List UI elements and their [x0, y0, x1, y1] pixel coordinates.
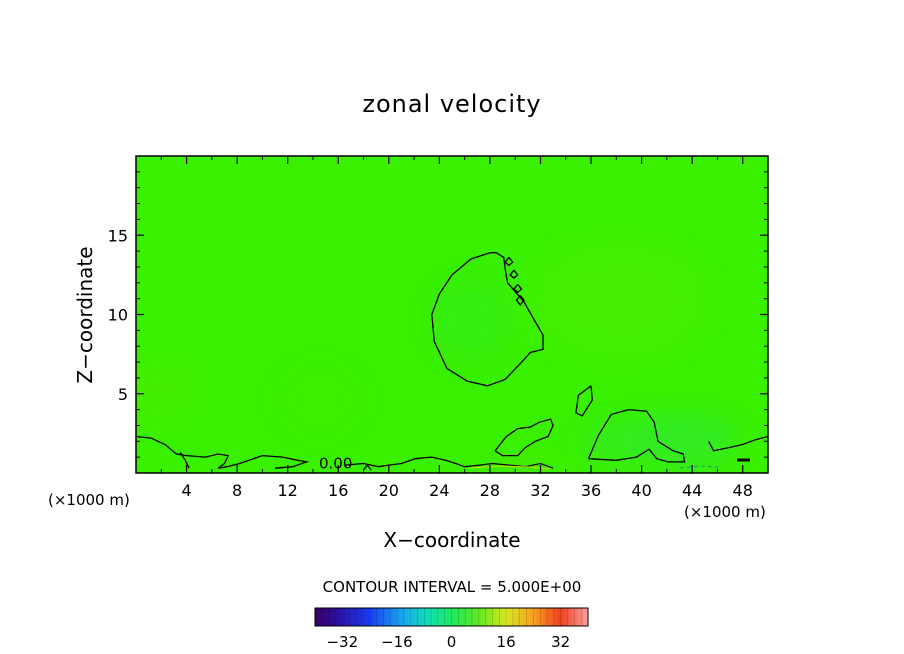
y-tick-label: 5	[118, 385, 128, 404]
y-tick-label: 15	[108, 226, 128, 245]
x-tick-label: 36	[581, 481, 601, 500]
contour-left-edge	[136, 435, 310, 469]
colorbar-tick-label: 32	[551, 633, 570, 651]
contour-small-circle-1	[504, 256, 514, 267]
x-tick-label: 8	[232, 481, 242, 500]
x-unit-left: (×1000 m)	[48, 491, 130, 509]
colorbar: −32 −16 0 16 32	[314, 607, 589, 651]
chart-title: zonal velocity	[362, 90, 541, 118]
x-tick-label: 4	[181, 481, 191, 500]
contour-low-wave-2	[587, 408, 686, 463]
contour-small-circle-3	[512, 283, 523, 294]
x-axis-label: X−coordinate	[383, 528, 520, 552]
contour-label: 0.00	[319, 454, 352, 472]
colorbar-tick-label: −32	[326, 633, 358, 651]
contour-small-circle-2	[509, 269, 519, 279]
colorbar-gradient	[315, 608, 588, 626]
colorbar-tick-label: −16	[381, 633, 413, 651]
x-tick-label: 12	[278, 481, 298, 500]
contour-upper-blob	[431, 252, 544, 387]
colorbar-ticks: −32 −16 0 16 32	[326, 633, 570, 651]
colorbar-tick-label: 16	[497, 633, 516, 651]
x-tick-label: 40	[631, 481, 651, 500]
contour-low-wave-1	[494, 418, 554, 457]
y-axis-label: Z−coordinate	[73, 246, 97, 383]
x-axis-ticks: 4 8 12 16 20 24 28 32 36 40 44 48	[160, 156, 753, 500]
contour-mid-blob	[575, 385, 593, 417]
colorbar-bands	[321, 608, 582, 626]
contour-bottom-run	[344, 456, 554, 469]
velocity-field	[136, 156, 768, 473]
x-tick-label: 20	[379, 481, 399, 500]
x-tick-label: 48	[733, 481, 753, 500]
colorbar-frame	[314, 607, 589, 627]
field-shading	[136, 240, 740, 473]
contour-left-inner	[179, 452, 190, 469]
contour-small-loop-bottom	[362, 464, 372, 471]
x-tick-label: 16	[328, 481, 348, 500]
contour-small-circle-4	[515, 295, 525, 307]
contour-right-edge	[708, 435, 768, 452]
y-axis-ticks: 5 10 15	[108, 171, 768, 458]
y-tick-label: 10	[108, 306, 128, 325]
x-tick-label: 24	[429, 481, 449, 500]
contour-interval: CONTOUR INTERVAL = 5.000E+00	[323, 578, 582, 596]
x-tick-label: 44	[682, 481, 702, 500]
x-tick-label: 28	[480, 481, 500, 500]
x-tick-label: 32	[530, 481, 550, 500]
colorbar-tick-label: 0	[447, 633, 457, 651]
zero-contours	[136, 252, 768, 471]
x-unit-right: (×1000 m)	[684, 503, 766, 521]
